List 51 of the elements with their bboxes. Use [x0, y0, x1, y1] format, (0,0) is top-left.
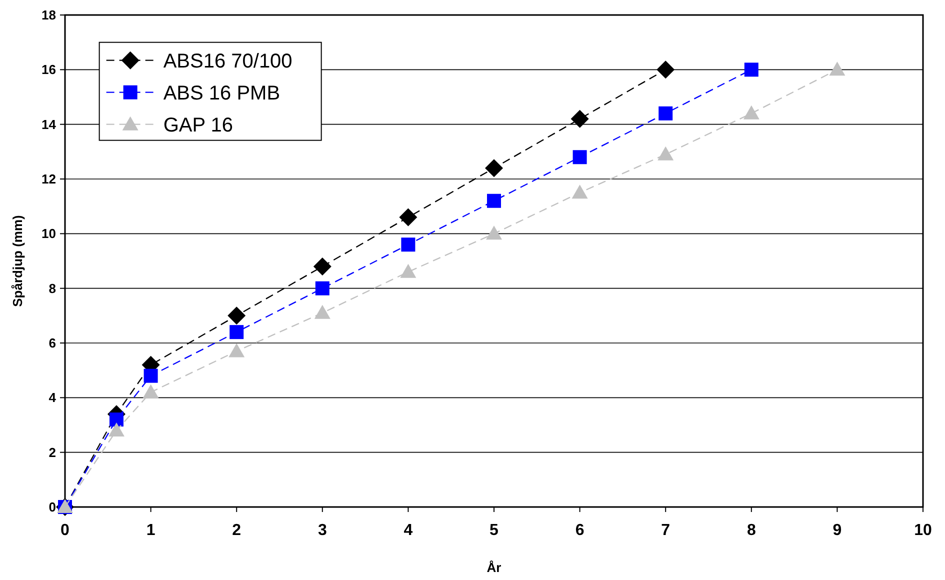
point: [656, 60, 675, 79]
point: [743, 105, 760, 120]
point: [572, 150, 587, 164]
point: [228, 343, 245, 358]
point: [487, 194, 501, 208]
point: [486, 226, 502, 240]
x-tick-label: 0: [60, 522, 70, 539]
x-tick-label: 1: [146, 522, 156, 539]
y-tick-label: 18: [42, 8, 56, 23]
y-tick-label: 12: [42, 172, 56, 187]
point: [572, 184, 588, 199]
point: [230, 325, 244, 340]
point: [315, 281, 330, 296]
point: [144, 368, 158, 383]
point: [228, 306, 246, 325]
point: [570, 110, 589, 128]
y-tick-label: 16: [42, 62, 56, 78]
point: [829, 62, 846, 76]
x-tick-label: 5: [490, 522, 499, 539]
y-tick-label: 0: [48, 500, 56, 515]
point: [658, 146, 674, 160]
point: [485, 159, 503, 178]
x-axis-title: År: [486, 560, 502, 575]
point: [108, 422, 124, 436]
x-tick-label: 6: [575, 522, 584, 539]
legend-label: GAP 16: [163, 114, 234, 136]
x-tick-label: 3: [318, 522, 327, 539]
x-tick-label: 8: [746, 522, 756, 539]
y-tick-label: 6: [48, 336, 56, 351]
y-tick-label: 10: [42, 226, 56, 242]
x-tick-label: 2: [232, 522, 242, 539]
legend-label: ABS16 70/100: [163, 50, 292, 72]
y-axis-title: Spårdjup (mm): [10, 215, 25, 307]
y-tick-label: 2: [48, 444, 56, 460]
x-tick-label: 10: [914, 522, 932, 539]
point: [109, 412, 124, 427]
point: [314, 304, 330, 319]
y-tick-label: 4: [48, 390, 57, 406]
point: [400, 264, 416, 278]
point: [658, 106, 673, 120]
x-tick-label: 7: [661, 522, 670, 539]
y-tick-label: 14: [42, 116, 57, 132]
y-tick-label: 8: [48, 280, 56, 296]
point: [313, 257, 332, 276]
legend-label: ABS 16 PMB: [163, 82, 280, 104]
point: [142, 384, 159, 398]
x-tick-label: 4: [404, 522, 413, 539]
point: [401, 238, 416, 252]
x-tick-label: 9: [832, 522, 842, 539]
point: [399, 208, 418, 226]
point: [744, 62, 758, 77]
